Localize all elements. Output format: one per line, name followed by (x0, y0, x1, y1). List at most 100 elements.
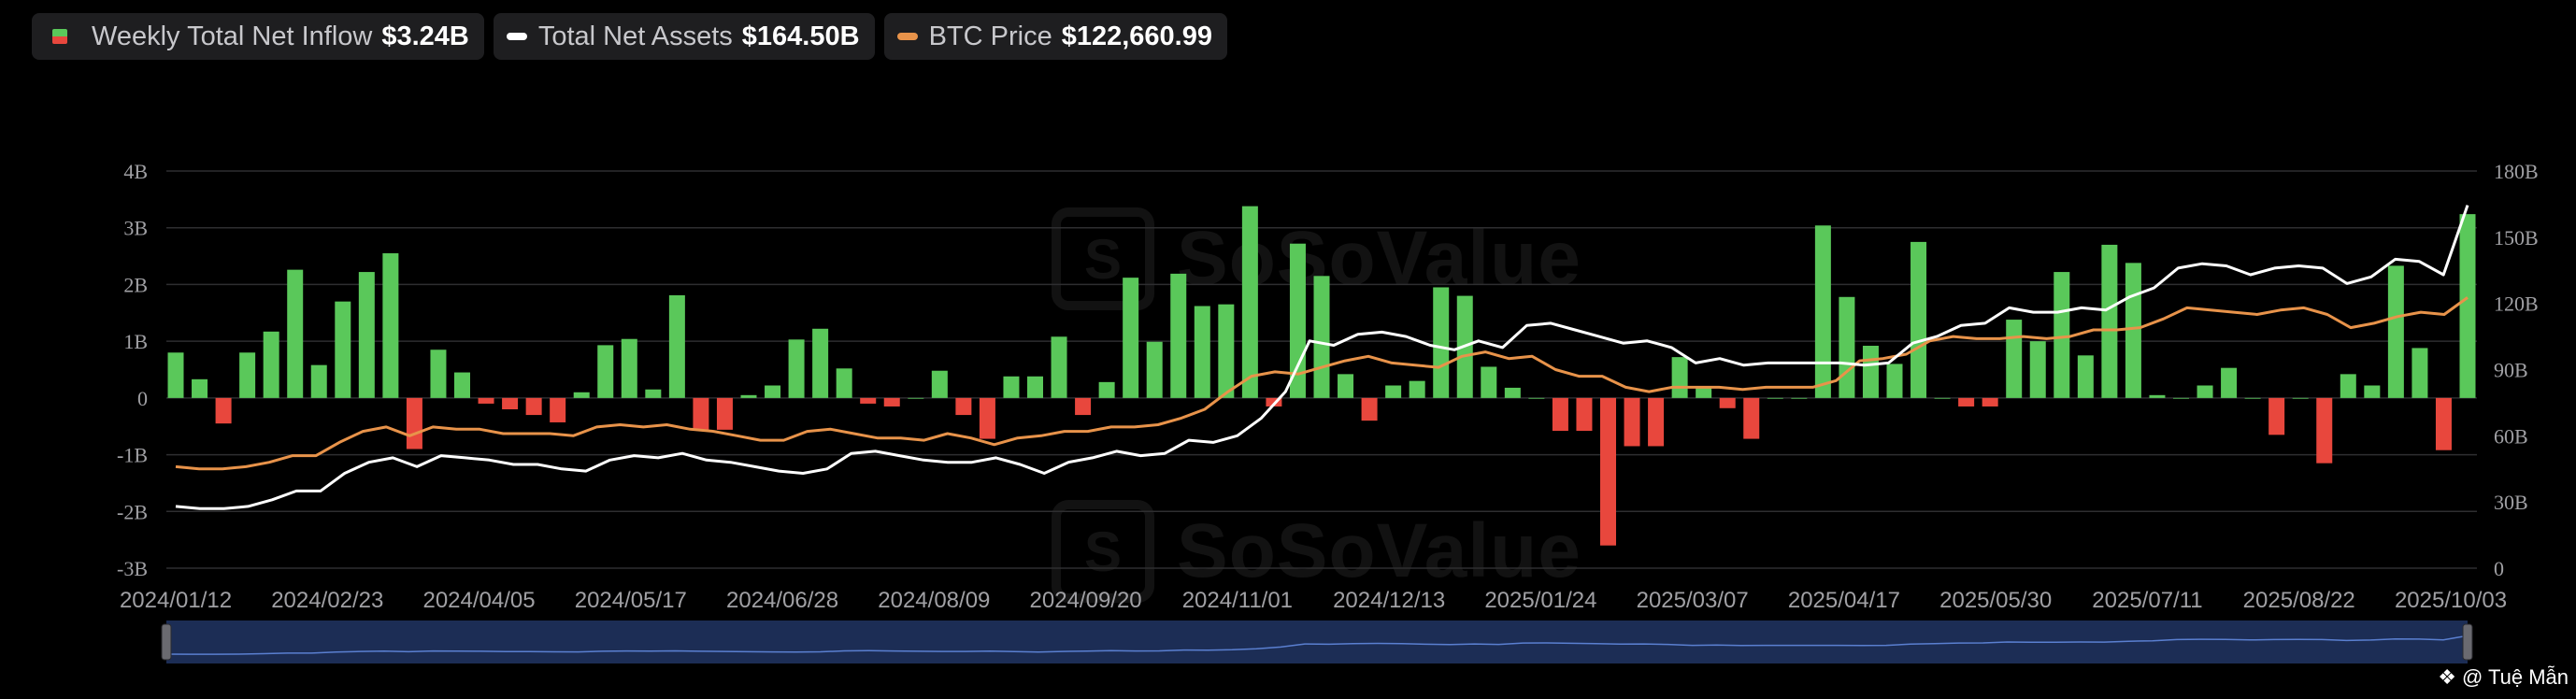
legend-item-net-assets[interactable]: Total Net Assets $164.50B (493, 13, 875, 60)
btc-price-line (175, 296, 2469, 471)
inflow-bar (908, 397, 924, 399)
y-left-tick-label: 2B (123, 273, 148, 296)
legend-value: $164.50B (741, 21, 860, 51)
inflow-bar (573, 392, 590, 398)
inflow-bar (2244, 397, 2261, 399)
inflow-bar (1338, 374, 1354, 398)
inflow-bar (2435, 397, 2452, 450)
inflow-bar (955, 397, 972, 416)
inflow-bar (2221, 367, 2238, 398)
inflow-bar (382, 253, 399, 398)
inflow-bar (1671, 357, 1688, 398)
inflow-bar (2268, 397, 2285, 435)
legend-item-btc-price[interactable]: BTC Price $122,660.99 (883, 13, 1227, 60)
inflow-bar (167, 352, 184, 398)
inflow-bar (2029, 341, 2046, 398)
y-right-tick-label: 60B (2494, 424, 2528, 448)
x-tick-label: 2024/04/05 (422, 588, 535, 613)
inflow-bar (2197, 385, 2213, 398)
navigator-handle[interactable] (2462, 623, 2473, 661)
inflow-bar (2387, 265, 2404, 398)
y-left-tick-label: 0 (137, 387, 148, 410)
inflow-bar (1814, 225, 1831, 398)
navigator-line (165, 635, 2469, 655)
x-tick-label: 2024/01/12 (120, 588, 232, 613)
inflow-bar (2054, 272, 2070, 398)
legend-label: Total Net Assets (537, 21, 733, 51)
inflow-bar (1600, 397, 1616, 546)
inflow-bar (1313, 276, 1330, 398)
legend-label: Weekly Total Net Inflow (92, 21, 373, 51)
btc-price-swatch-icon (896, 33, 918, 40)
inflow-bar (621, 338, 637, 398)
inflow-bar (2411, 348, 2428, 398)
y-right-tick-label: 150B (2494, 226, 2539, 250)
inflow-bar (836, 368, 852, 398)
y-right-tick-label: 180B (2494, 160, 2539, 183)
credit-text: @ Tuệ Mẫn (2461, 665, 2569, 689)
x-tick-label: 2024/09/20 (1030, 588, 1142, 613)
x-tick-label: 2025/07/11 (2092, 588, 2202, 613)
author-credit: ❖ @ Tuệ Mẫn (2438, 665, 2569, 690)
inflow-bar (2364, 385, 2381, 398)
legend-item-inflow[interactable]: Weekly Total Net Inflow $3.24B (32, 13, 484, 60)
inflow-bar (454, 372, 470, 398)
y-left-tick-label: -2B (117, 500, 148, 523)
inflow-bar (1839, 296, 1855, 398)
inflow-bar (765, 385, 781, 398)
x-tick-label: 2024/12/13 (1333, 588, 1445, 613)
inflow-bar (1361, 397, 1378, 421)
inflow-bar (812, 328, 829, 398)
inflow-bar (645, 389, 662, 398)
inflow-bar (1194, 306, 1210, 398)
net-assets-line (175, 205, 2469, 510)
inflow-bar (358, 272, 375, 398)
navigator-handle[interactable] (161, 623, 172, 661)
inflow-bar (1552, 397, 1568, 432)
inflow-bar (1385, 385, 1402, 398)
y-left-tick-label: -1B (117, 444, 148, 467)
y-right-tick-label: 120B (2494, 292, 2539, 316)
inflow-bar (239, 352, 256, 398)
inflow-bar (1098, 381, 1115, 398)
x-tick-label: 2024/06/28 (726, 588, 838, 613)
inflow-bar (2173, 397, 2189, 399)
inflow-bar (2149, 394, 2166, 398)
y-left-tick-label: 4B (123, 160, 148, 183)
y-right-tick-label: 30B (2494, 491, 2528, 514)
diamond-icon: ❖ (2438, 665, 2456, 689)
inflow-bar (2459, 214, 2476, 398)
inflow-bar (1862, 346, 1879, 398)
y-right-tick-label: 0 (2494, 557, 2504, 580)
inflow-bar (1624, 397, 1640, 447)
inflow-bar (1146, 341, 1163, 398)
inflow-bar (788, 339, 805, 398)
inflow-bar (740, 394, 757, 398)
inflow-bar (478, 397, 494, 404)
inflow-bar (2101, 244, 2118, 398)
x-tick-label: 2025/08/22 (2243, 588, 2355, 613)
inflow-bar (192, 378, 208, 398)
y-right-tick-label: 90B (2494, 359, 2528, 382)
inflow-bar (310, 364, 327, 398)
legend-value: $3.24B (381, 21, 469, 51)
legend-label: BTC Price (928, 21, 1052, 51)
x-tick-label: 2024/02/23 (271, 588, 383, 613)
inflow-bar (1075, 397, 1092, 416)
x-tick-label: 2024/11/01 (1182, 588, 1293, 613)
x-tick-label: 2025/03/07 (1637, 588, 1749, 613)
inflow-bar (406, 397, 422, 449)
inflow-bar (597, 345, 614, 398)
inflow-bar (1241, 206, 1258, 398)
inflow-bar (1051, 336, 1067, 398)
inflow-bar (716, 397, 733, 430)
inflow-bar (1696, 387, 1712, 398)
inflow-bar (1648, 397, 1665, 447)
inflow-bar (1027, 376, 1043, 398)
inflow-bar (1528, 397, 1545, 399)
inflow-bar (1767, 397, 1783, 399)
x-tick-label: 2025/10/03 (2395, 588, 2507, 613)
x-tick-label: 2025/01/24 (1484, 588, 1596, 613)
inflow-bar (2077, 355, 2094, 398)
